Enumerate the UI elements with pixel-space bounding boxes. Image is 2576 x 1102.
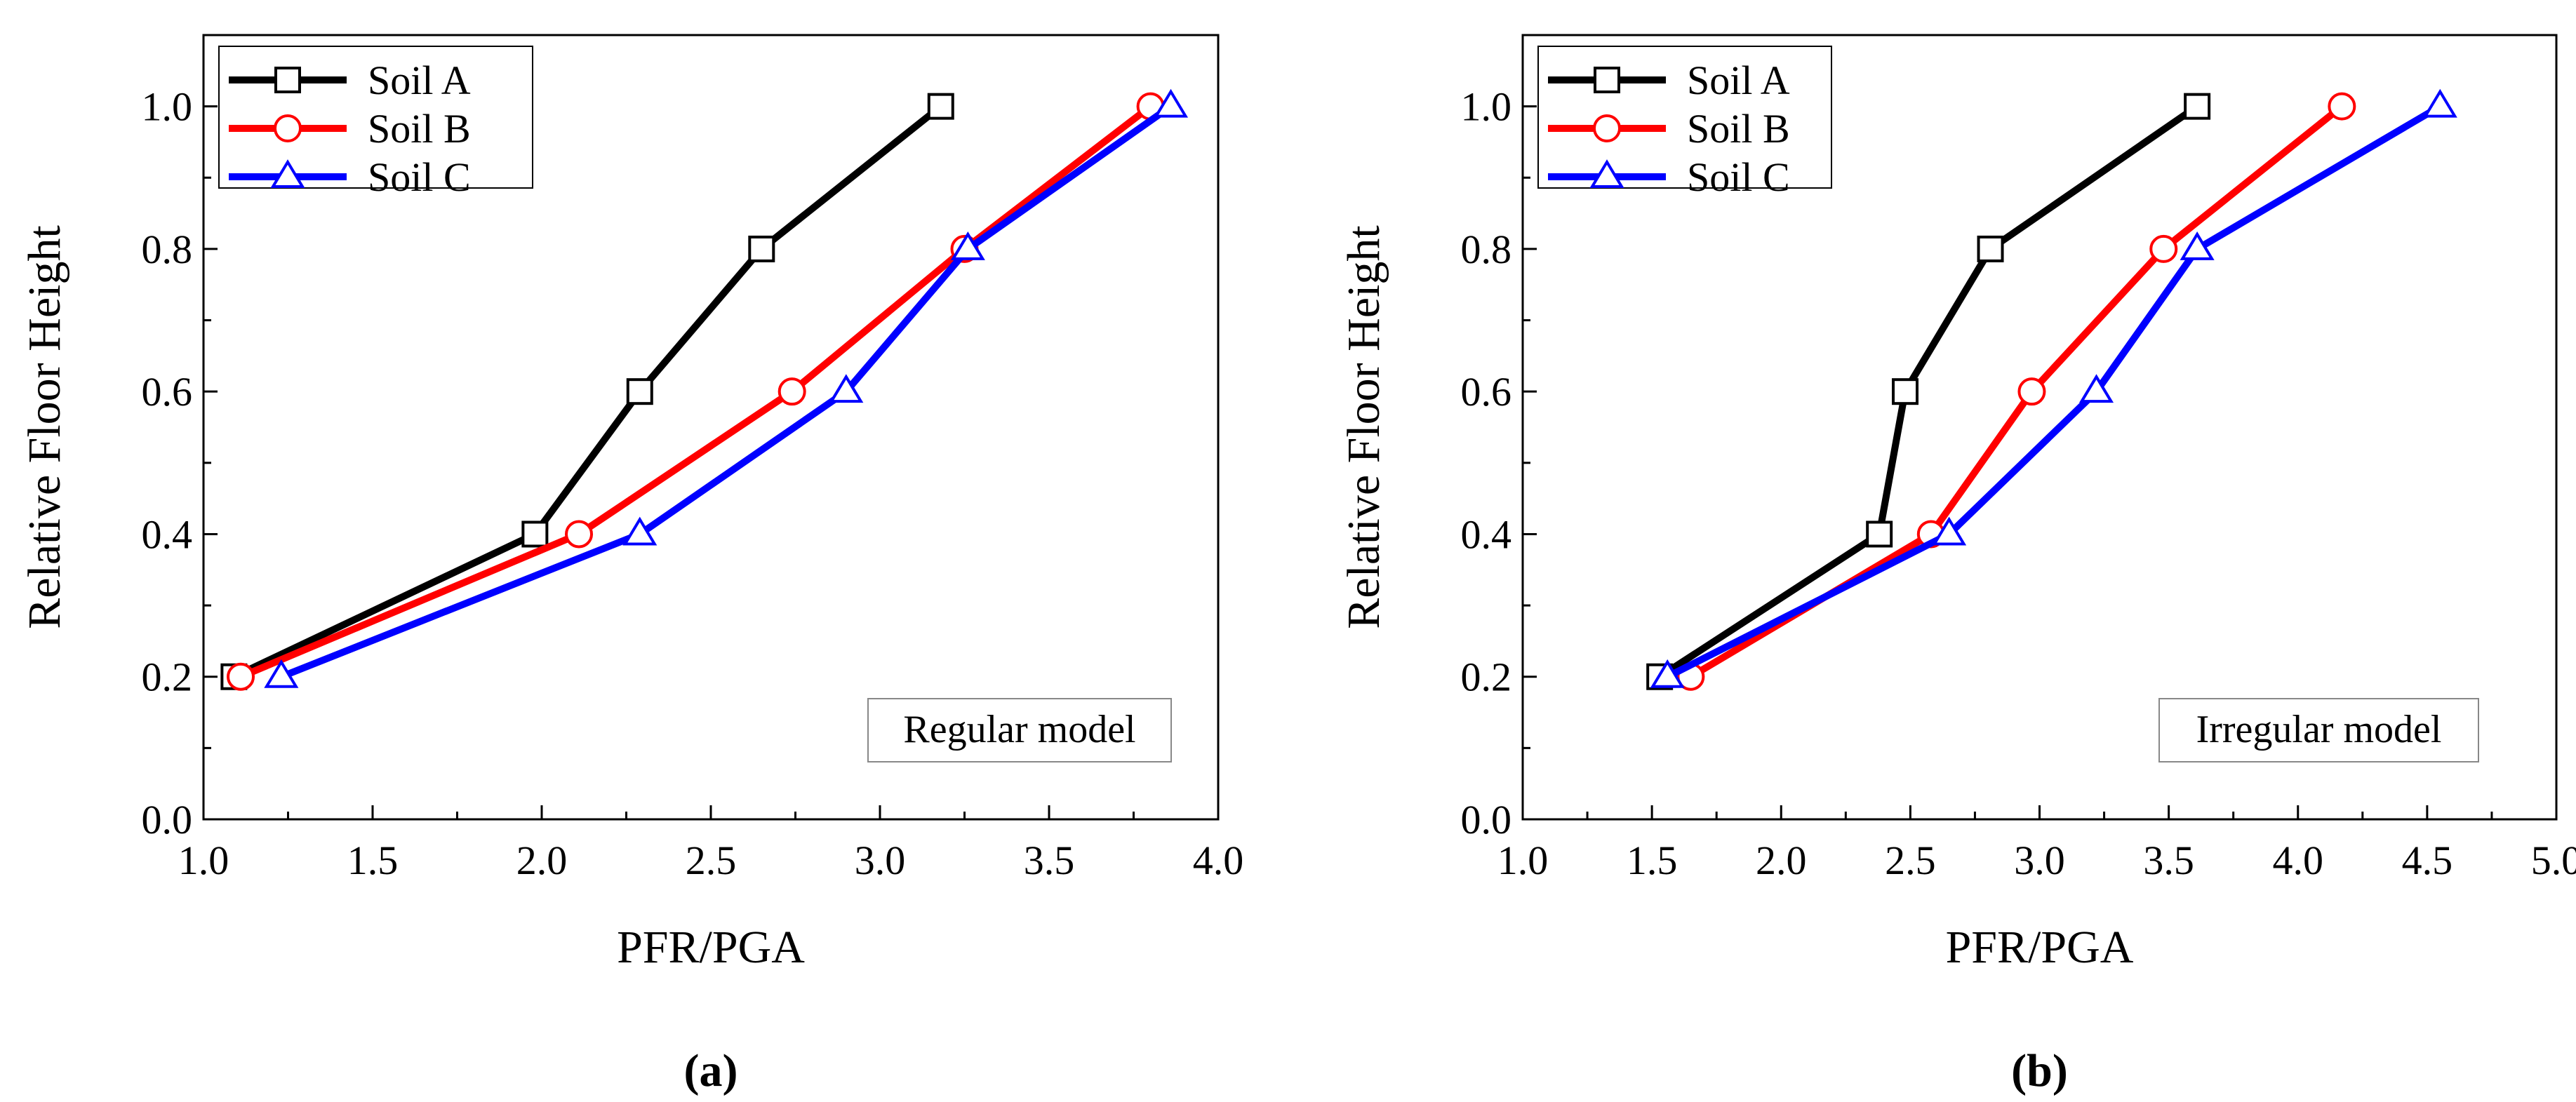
y-tick-label: 0.2 (1461, 654, 1512, 700)
chart-panel-a: 1.0 1.5 2.0 2.5 3.0 3.5 4.0 0.0 0.2 0.4 0.6 0.8 1.0 P… (19, 34, 1244, 1096)
y-tick-label: 0.2 (142, 654, 193, 700)
annotation-text: Irregular model (2196, 708, 2442, 751)
legend-marker (1589, 159, 1624, 188)
data-point (829, 374, 864, 403)
x-tick-label: 2.0 (516, 838, 568, 883)
x-tick-label: 4.0 (2273, 838, 2324, 883)
x-tick-label: 3.0 (2014, 838, 2065, 883)
panel-label: (b) (2011, 1045, 2068, 1096)
data-point (2180, 231, 2215, 260)
x-tick-label: 1.5 (1627, 838, 1678, 883)
data-point (521, 520, 549, 548)
x-tick-label: 4.0 (1193, 838, 1244, 883)
data-point (2422, 88, 2457, 118)
legend-label: Soil C (1687, 154, 1790, 200)
legend-label: Soil B (368, 106, 471, 152)
x-tick-label: 5.0 (2531, 838, 2576, 883)
data-point (1892, 378, 1919, 405)
y-tick-label: 0.8 (142, 227, 193, 272)
y-tick-label: 0.0 (142, 797, 193, 842)
data-point (1650, 659, 1685, 688)
x-tick-label: 1.5 (347, 838, 399, 883)
y-tick-label: 1.0 (142, 84, 193, 130)
data-point (565, 520, 594, 549)
legend-marker (274, 67, 301, 93)
y-tick-label: 0.8 (1461, 227, 1512, 272)
x-tick-label: 1.0 (1497, 838, 1549, 883)
chart-panel-b: 1.0 1.5 2.0 2.5 3.0 3.5 4.0 4.5 5.0 0.0 0.2 0.4 0.6 0… (1338, 34, 2576, 1096)
legend-label: Soil B (1687, 106, 1790, 152)
legend-label: Soil A (368, 58, 471, 103)
data-point (950, 231, 985, 260)
data-point (2328, 92, 2356, 121)
x-tick-label: 1.0 (178, 838, 229, 883)
annotation-box (867, 698, 1172, 762)
data-point (2017, 377, 2046, 406)
data-point (2078, 374, 2114, 403)
x-axis-label: PFR/PGA (1946, 922, 2134, 973)
data-point (264, 659, 299, 688)
series-soil-c (264, 88, 1189, 688)
y-tick-label: 0.0 (1461, 797, 1512, 842)
y-tick-label: 0.6 (142, 369, 193, 415)
data-point (1977, 235, 2004, 262)
legend-marker (274, 114, 302, 142)
legend-box (218, 46, 533, 189)
data-point (1932, 516, 1967, 546)
y-axis-label: Relative Floor Height (19, 225, 70, 629)
legend-label: Soil A (1687, 58, 1790, 103)
data-point (227, 662, 255, 691)
data-point (2184, 93, 2211, 120)
legend-box (1537, 46, 1832, 189)
x-tick-label: 2.0 (1756, 838, 1807, 883)
y-tick-label: 1.0 (1461, 84, 1512, 130)
x-axis-label: PFR/PGA (617, 922, 805, 973)
x-tick-label: 3.0 (855, 838, 906, 883)
legend-marker (270, 159, 305, 188)
legend-marker (1594, 67, 1620, 93)
series-soil-c (1650, 88, 2457, 688)
y-tick-label: 0.4 (1461, 511, 1512, 557)
x-tick-label: 4.5 (2402, 838, 2453, 883)
data-point (778, 377, 806, 406)
data-point (626, 378, 653, 405)
data-point (622, 516, 658, 546)
y-axis-label: Relative Floor Height (1338, 225, 1389, 629)
annotation-box (2158, 698, 2479, 762)
x-tick-label: 3.5 (2143, 838, 2194, 883)
y-tick-label: 0.6 (1461, 369, 1512, 415)
data-point (748, 235, 775, 262)
panel-label: (a) (684, 1045, 738, 1096)
series-soil-a (1646, 93, 2211, 690)
x-tick-label: 2.5 (1885, 838, 1936, 883)
data-point (927, 93, 954, 120)
legend-marker (1593, 114, 1621, 142)
annotation-text: Regular model (903, 708, 1135, 751)
x-tick-label: 2.5 (686, 838, 737, 883)
series-line (232, 103, 943, 680)
x-tick-label: 3.5 (1024, 838, 1075, 883)
y-tick-label: 0.4 (142, 511, 193, 557)
legend-label: Soil C (368, 154, 471, 200)
data-point (1153, 88, 1189, 118)
data-point (2149, 234, 2178, 263)
data-point (1866, 520, 1893, 548)
